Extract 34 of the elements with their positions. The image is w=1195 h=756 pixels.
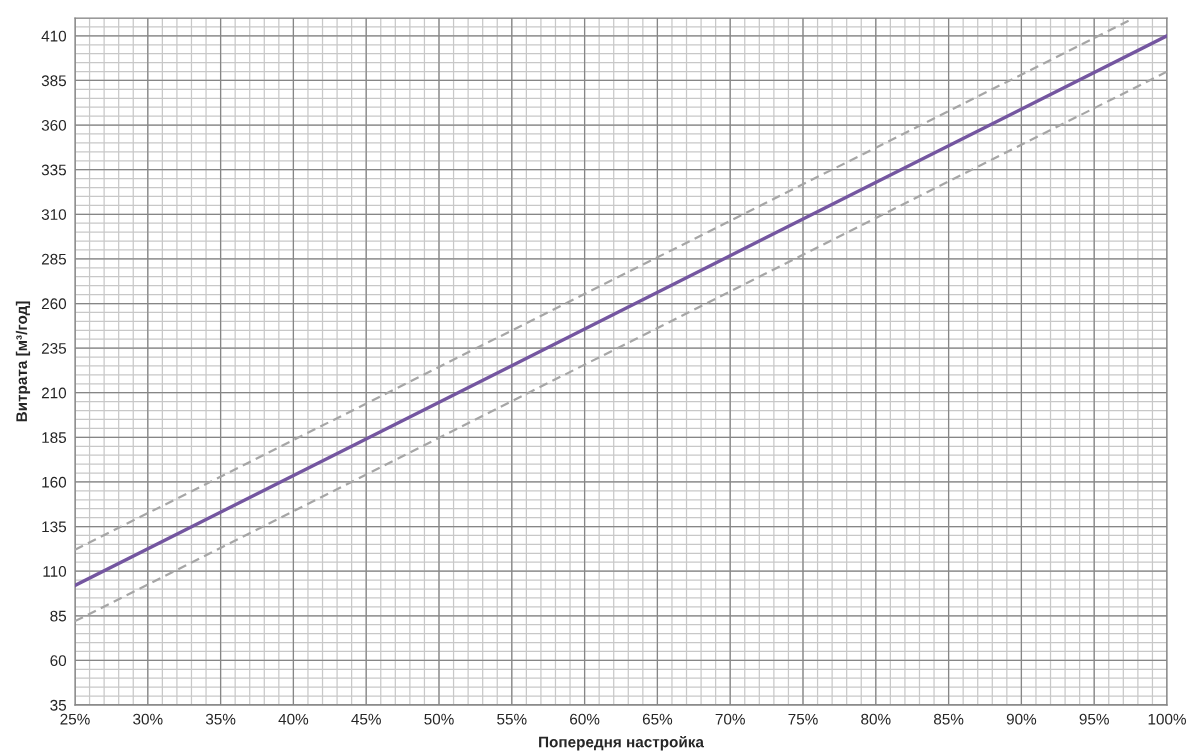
x-tick-label: 40% [278,713,309,725]
x-tick-label: 70% [715,713,745,725]
x-tick-label: 60% [570,713,600,725]
x-tick-label: 90% [1006,713,1037,725]
x-tick-label: 65% [642,713,673,725]
y-axis-title: Витрата [м³/год] [15,301,31,422]
y-tick-label: 35 [50,699,67,711]
x-tick-label: 35% [205,713,236,725]
x-tick-label: 45% [351,713,381,725]
y-tick-label: 310 [41,209,67,220]
y-tick-label: 210 [41,387,67,399]
y-tick-label: 185 [42,432,67,444]
y-tick-label: 410 [41,30,67,42]
y-tick-label: 285 [41,253,67,265]
y-tick-label: 360 [41,119,67,131]
x-tick-label: 55% [497,713,527,725]
x-tick-label: 50% [424,713,454,725]
y-tick-label: 135 [42,521,67,533]
y-tick-label: 160 [42,476,67,488]
x-tick-label: 95% [1079,713,1109,725]
x-tick-label: 80% [861,713,891,725]
x-tick-label: 25% [60,713,90,725]
y-tick-label: 335 [41,164,67,176]
y-tick-label: 260 [41,298,67,310]
y-tick-label: 85 [50,610,67,622]
x-tick-label: 30% [133,713,163,725]
x-tick-label: 85% [933,713,964,725]
y-tick-label: 385 [41,75,67,87]
y-tick-label: 235 [41,342,67,354]
y-tick-label: 110 [43,566,67,577]
x-tick-label: 75% [788,713,818,725]
x-axis-title: Попередня настройка [539,735,705,751]
y-tick-label: 60 [50,655,67,667]
x-tick-label: 100% [1148,713,1186,725]
